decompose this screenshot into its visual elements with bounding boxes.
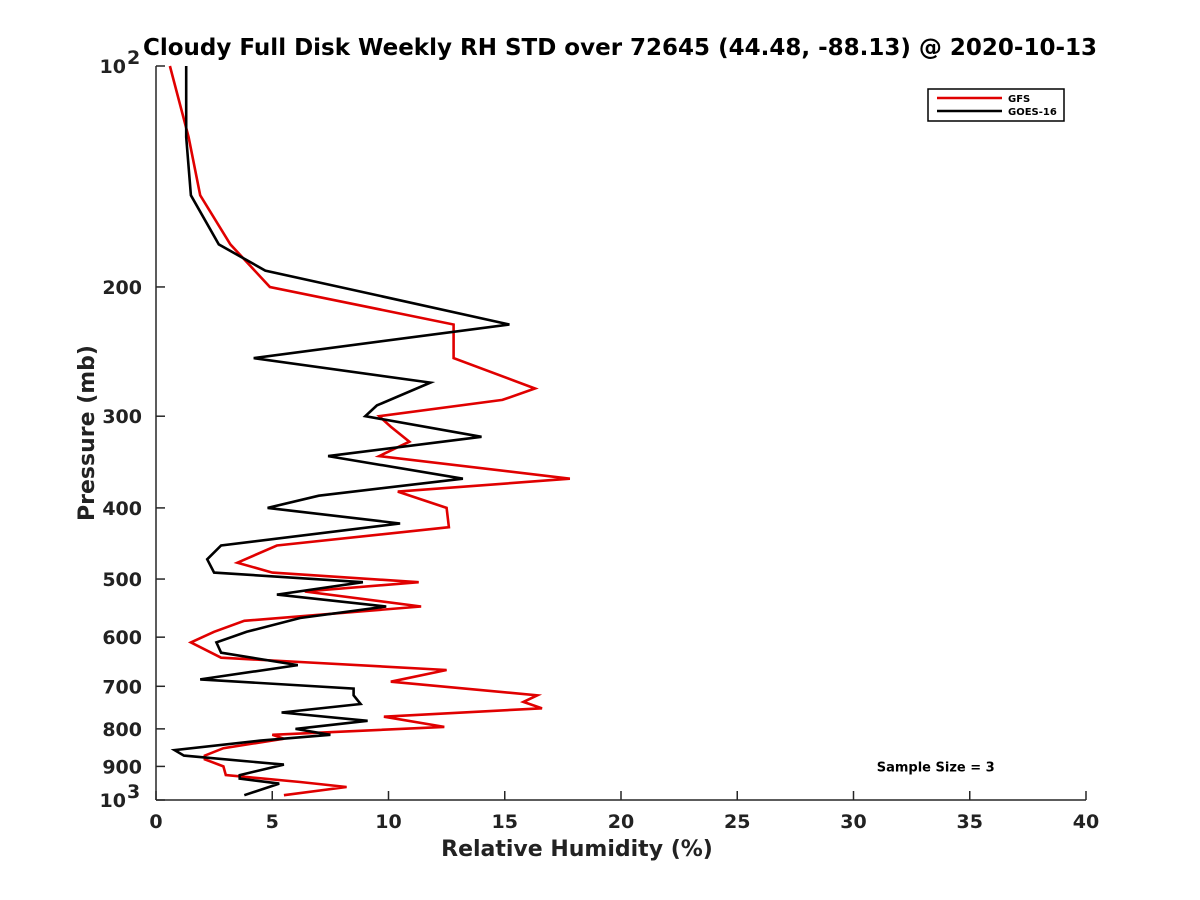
- x-tick-label: 40: [1073, 811, 1099, 833]
- series-line-goes-16: [170, 66, 510, 797]
- x-axis-title: Relative Humidity (%): [441, 837, 713, 862]
- legend-label: GFS: [1008, 94, 1030, 105]
- y-tick-label: 10: [100, 56, 126, 78]
- y-tick-label-exponent: 3: [127, 781, 140, 803]
- y-tick-label: 600: [102, 627, 142, 649]
- legend: GFS GOES-16: [927, 88, 1065, 122]
- x-tick-label: 0: [149, 811, 162, 833]
- y-tick-label-exponent: 2: [127, 47, 140, 69]
- y-tick-label: 10: [100, 790, 126, 812]
- series-line-gfs: [168, 65, 571, 797]
- legend-label: GOES-16: [1008, 107, 1057, 118]
- x-tick-label: 30: [840, 811, 866, 833]
- y-tick-label: 400: [102, 498, 142, 520]
- x-tick-label: 20: [608, 811, 634, 833]
- legend-box: [927, 88, 1065, 122]
- y-tick-label: 500: [102, 569, 142, 591]
- x-tick-label: 15: [492, 811, 518, 833]
- y-tick-label: 900: [102, 756, 142, 778]
- x-tick-label: 5: [266, 811, 279, 833]
- y-tick-label: 700: [102, 676, 142, 698]
- annotations: Sample Size = 3: [877, 760, 995, 775]
- annotation-text: Sample Size = 3: [877, 760, 995, 775]
- y-tick-label: 300: [102, 406, 142, 428]
- chart-title: Cloudy Full Disk Weekly RH STD over 7264…: [143, 35, 1097, 61]
- x-tick-label: 25: [724, 811, 750, 833]
- y-axis-title: Pressure (mb): [75, 345, 100, 521]
- y-tick-label: 800: [102, 719, 142, 741]
- x-tick-label: 35: [957, 811, 983, 833]
- y-tick-label: 200: [102, 277, 142, 299]
- series-layer: [168, 65, 571, 797]
- x-tick-label: 10: [375, 811, 401, 833]
